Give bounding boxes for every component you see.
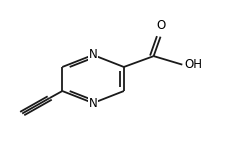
Text: O: O	[155, 19, 164, 32]
Text: N: N	[88, 49, 97, 61]
Text: N: N	[88, 97, 97, 109]
Text: OH: OH	[183, 58, 201, 71]
